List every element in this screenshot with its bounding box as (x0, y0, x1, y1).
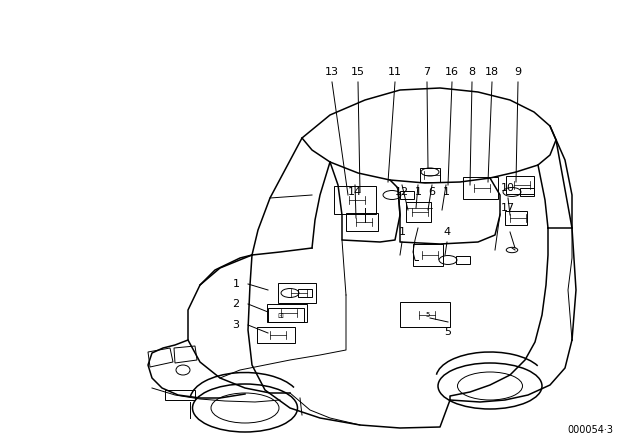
Text: 8: 8 (468, 67, 476, 77)
Text: 1: 1 (415, 187, 422, 197)
Text: 12: 12 (395, 187, 409, 197)
Text: 10: 10 (501, 183, 515, 193)
Text: 000054·3: 000054·3 (567, 425, 613, 435)
Text: 17: 17 (501, 203, 515, 213)
Text: 9: 9 (515, 67, 522, 77)
Text: 7: 7 (424, 67, 431, 77)
Text: 16: 16 (445, 67, 459, 77)
Text: 5: 5 (426, 312, 430, 318)
Text: ⊡: ⊡ (277, 313, 283, 319)
Text: 11: 11 (388, 67, 402, 77)
Text: 6: 6 (429, 187, 435, 197)
Text: 18: 18 (485, 67, 499, 77)
Text: 13: 13 (325, 67, 339, 77)
Text: 14: 14 (348, 187, 362, 197)
Text: 15: 15 (351, 67, 365, 77)
Text: 3: 3 (232, 320, 239, 330)
Text: 1: 1 (442, 187, 449, 197)
Text: 1: 1 (232, 279, 239, 289)
Text: 2: 2 (232, 299, 239, 309)
Text: 4: 4 (444, 227, 451, 237)
Text: 5: 5 (445, 327, 451, 337)
Text: 1: 1 (399, 227, 406, 237)
